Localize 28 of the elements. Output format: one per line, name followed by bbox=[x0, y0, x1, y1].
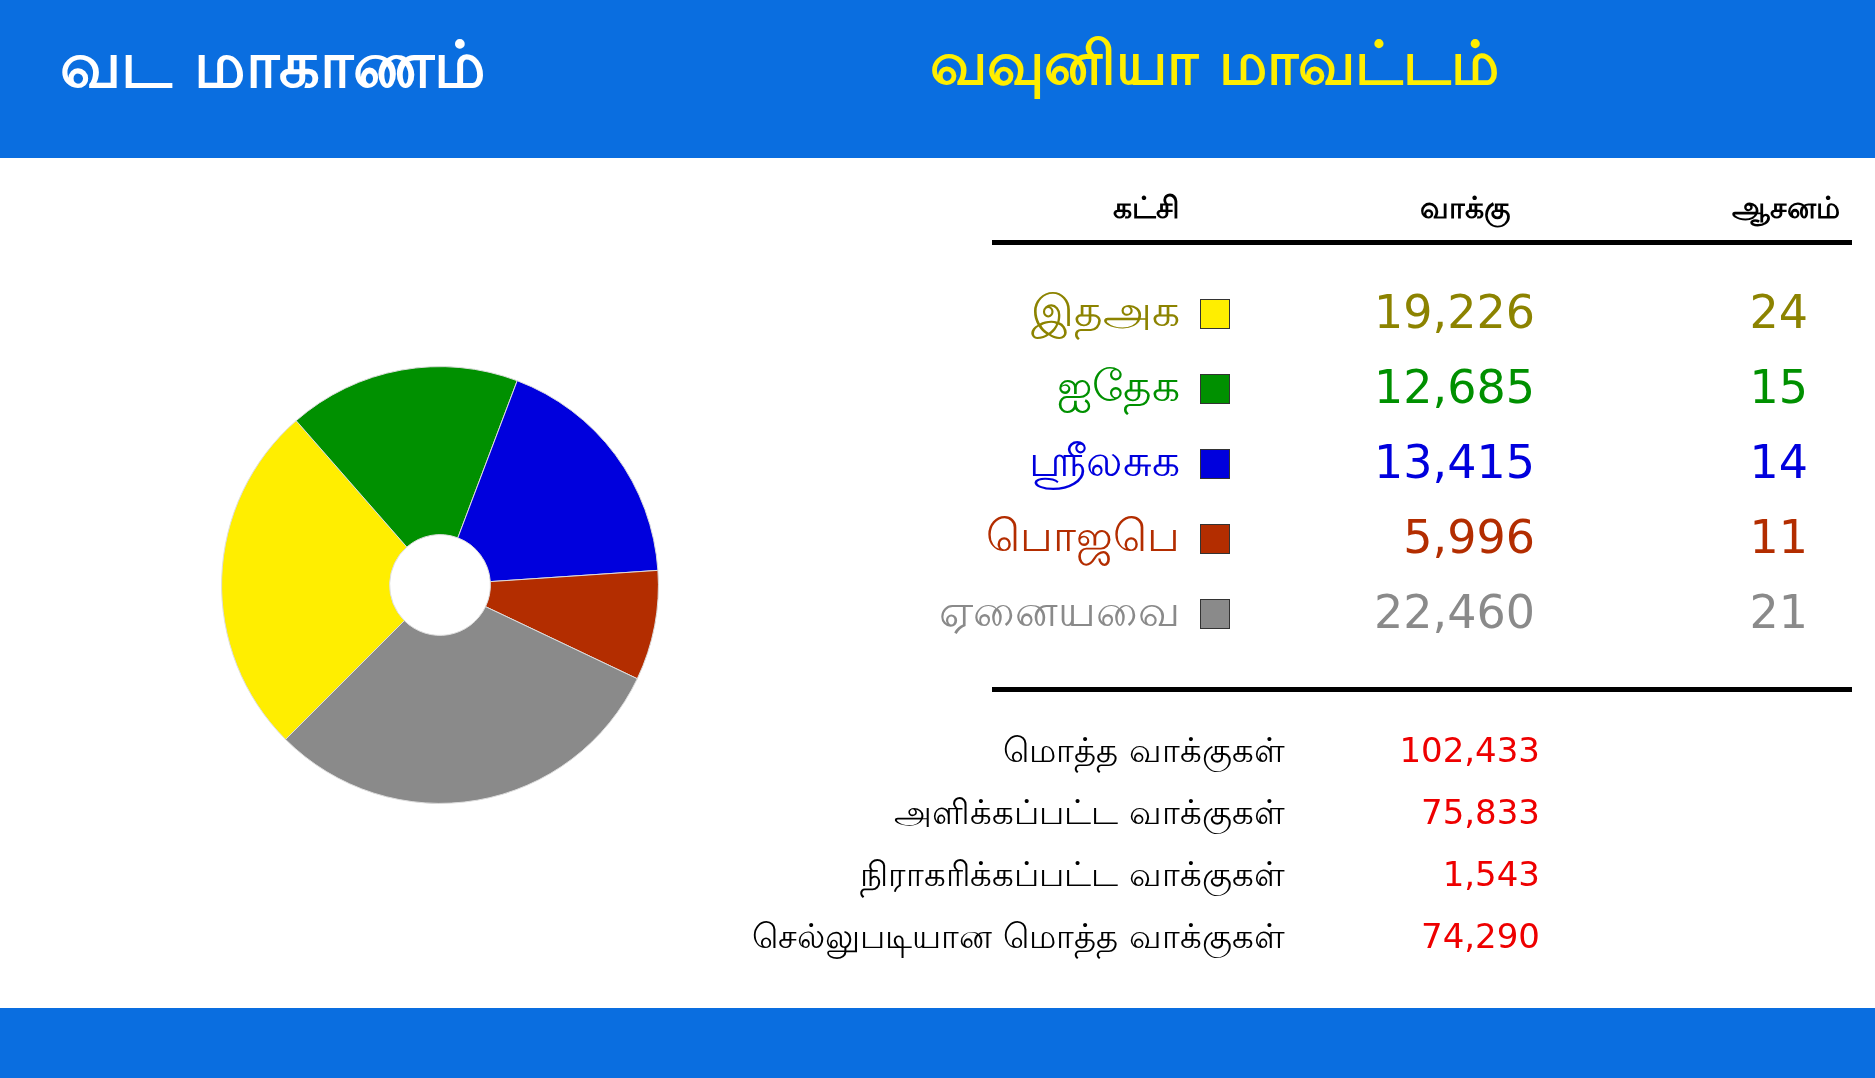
legend-label: பொஜபெ bbox=[986, 510, 1180, 567]
legend-label: ஏனையவை bbox=[939, 585, 1180, 638]
data-label: 22,460 bbox=[1374, 585, 1535, 639]
legend-label: ஐதேக bbox=[1057, 360, 1180, 417]
legend-label: இதஅக bbox=[1031, 285, 1180, 342]
text: வாக்கு bbox=[1420, 190, 1510, 229]
text: நிராகரிக்கப்பட்ட வாக்குகள் bbox=[860, 854, 1285, 899]
text: 74,290 bbox=[1421, 916, 1540, 956]
text: 102,433 bbox=[1399, 730, 1540, 770]
text: செல்லுபடியான மொத்த வாக்குகள் bbox=[752, 916, 1285, 961]
data-label: 11 bbox=[1749, 510, 1808, 564]
text: 75,833 bbox=[1421, 792, 1540, 832]
legend-label: ஸ்ரீலசுக bbox=[1029, 435, 1180, 492]
data-label: 13,415 bbox=[1374, 435, 1535, 489]
text: கட்சி bbox=[1113, 190, 1180, 227]
chart-subtitle: வவுனியா மாவட்டம் bbox=[930, 28, 1499, 101]
data-label: 14 bbox=[1749, 435, 1808, 489]
data-label: 19,226 bbox=[1374, 285, 1535, 339]
text: ஆசனம் bbox=[1732, 190, 1840, 229]
data-label: 21 bbox=[1749, 585, 1808, 639]
data-label: 5,996 bbox=[1403, 510, 1535, 564]
data-label: 12,685 bbox=[1374, 360, 1535, 414]
text: அளிக்கப்பட்ட வாக்குகள் bbox=[894, 792, 1285, 836]
text: 1,543 bbox=[1442, 854, 1540, 894]
data-label: 15 bbox=[1749, 360, 1808, 414]
text: மொத்த வாக்குகள் bbox=[1003, 730, 1285, 775]
data-label: 24 bbox=[1749, 285, 1808, 339]
chart-title: வட மாகாணம் bbox=[60, 28, 487, 104]
